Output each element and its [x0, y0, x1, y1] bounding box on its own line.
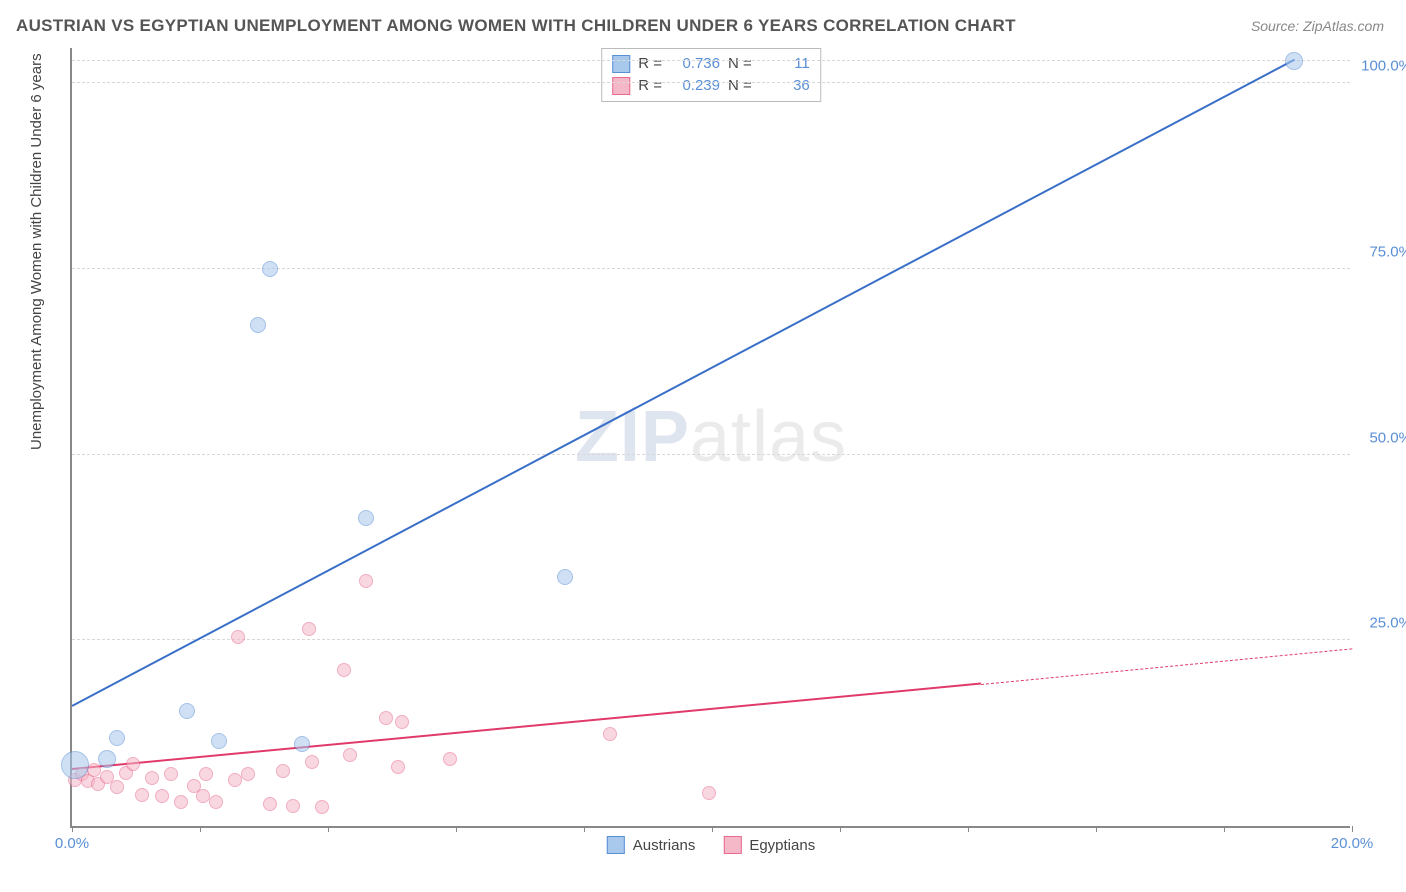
gridline	[72, 639, 1350, 640]
data-point-egyptians	[155, 789, 169, 803]
data-point-egyptians	[343, 748, 357, 762]
x-tick	[328, 826, 329, 832]
trend-line	[981, 648, 1352, 685]
y-tick-label: 25.0%	[1369, 615, 1406, 632]
data-point-austrians	[358, 510, 374, 526]
data-point-egyptians	[231, 630, 245, 644]
x-tick	[1224, 826, 1225, 832]
data-point-austrians	[262, 261, 278, 277]
data-point-egyptians	[379, 711, 393, 725]
plot-area: ZIPatlas R = 0.736 N = 11 R = 0.239 N = …	[70, 48, 1350, 828]
data-point-austrians	[109, 730, 125, 746]
x-tick-label: 20.0%	[1331, 835, 1374, 852]
x-tick	[72, 826, 73, 832]
data-point-egyptians	[395, 715, 409, 729]
data-point-austrians	[557, 569, 573, 585]
series-legend: Austrians Egyptians	[607, 836, 815, 854]
x-tick-label: 0.0%	[55, 835, 89, 852]
data-point-egyptians	[126, 757, 140, 771]
swatch-austrians	[607, 836, 625, 854]
data-point-egyptians	[315, 800, 329, 814]
gridline	[72, 454, 1350, 455]
y-axis-label: Unemployment Among Women with Children U…	[28, 53, 45, 450]
x-tick	[1096, 826, 1097, 832]
swatch-egyptians	[723, 836, 741, 854]
data-point-austrians	[1285, 52, 1303, 70]
data-point-egyptians	[702, 786, 716, 800]
data-point-egyptians	[305, 755, 319, 769]
data-point-austrians	[98, 750, 116, 768]
trend-line	[72, 59, 1295, 707]
x-tick	[968, 826, 969, 832]
data-point-egyptians	[603, 727, 617, 741]
data-point-egyptians	[110, 780, 124, 794]
data-point-egyptians	[228, 773, 242, 787]
chart-title: AUSTRIAN VS EGYPTIAN UNEMPLOYMENT AMONG …	[16, 16, 1016, 36]
data-point-egyptians	[276, 764, 290, 778]
legend-row-austrians: R = 0.736 N = 11	[612, 53, 810, 75]
data-point-egyptians	[164, 767, 178, 781]
data-point-austrians	[250, 317, 266, 333]
correlation-legend: R = 0.736 N = 11 R = 0.239 N = 36	[601, 48, 821, 102]
data-point-egyptians	[359, 574, 373, 588]
legend-item-austrians: Austrians	[607, 836, 696, 854]
x-tick	[200, 826, 201, 832]
gridline	[72, 60, 1350, 61]
data-point-egyptians	[302, 622, 316, 636]
x-tick	[584, 826, 585, 832]
data-point-austrians	[61, 751, 89, 779]
y-tick-label: 75.0%	[1369, 243, 1406, 260]
trend-line	[72, 683, 981, 770]
data-point-egyptians	[145, 771, 159, 785]
swatch-egyptians	[612, 77, 630, 95]
data-point-egyptians	[443, 752, 457, 766]
data-point-austrians	[211, 733, 227, 749]
data-point-egyptians	[241, 767, 255, 781]
legend-row-egyptians: R = 0.239 N = 36	[612, 75, 810, 97]
data-point-egyptians	[135, 788, 149, 802]
y-tick-label: 50.0%	[1369, 429, 1406, 446]
x-tick	[456, 826, 457, 832]
x-tick	[1352, 826, 1353, 832]
legend-item-egyptians: Egyptians	[723, 836, 815, 854]
data-point-austrians	[179, 703, 195, 719]
x-tick	[840, 826, 841, 832]
data-point-egyptians	[174, 795, 188, 809]
gridline	[72, 82, 1350, 83]
watermark: ZIPatlas	[575, 396, 847, 478]
data-point-egyptians	[209, 795, 223, 809]
data-point-egyptians	[199, 767, 213, 781]
data-point-egyptians	[337, 663, 351, 677]
data-point-egyptians	[263, 797, 277, 811]
source-attribution: Source: ZipAtlas.com	[1251, 18, 1384, 34]
x-tick	[712, 826, 713, 832]
data-point-egyptians	[286, 799, 300, 813]
y-tick-label: 100.0%	[1361, 58, 1406, 75]
data-point-egyptians	[391, 760, 405, 774]
swatch-austrians	[612, 55, 630, 73]
data-point-austrians	[294, 736, 310, 752]
